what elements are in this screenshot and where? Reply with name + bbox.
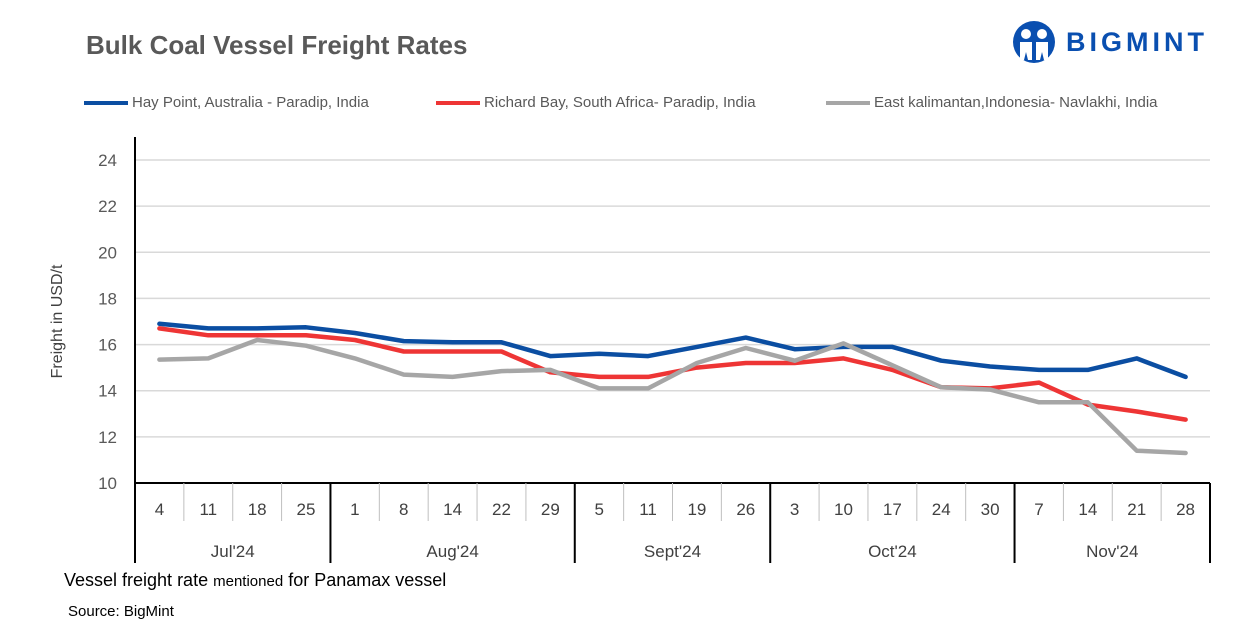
y-tick-label: 24 — [98, 151, 117, 170]
source-text: Source: BigMint — [68, 603, 174, 620]
bigmint-logo: BIGMINT — [1012, 20, 1208, 64]
x-tick-label: 30 — [981, 500, 1000, 519]
y-tick-label: 14 — [98, 382, 117, 401]
x-tick-label: 4 — [155, 500, 164, 519]
x-tick-label: 14 — [1078, 500, 1097, 519]
y-axis-label: Freight in USD/t — [49, 264, 66, 378]
x-tick-label: 22 — [492, 500, 511, 519]
x-tick-label: 26 — [736, 500, 755, 519]
x-tick-label: 8 — [399, 500, 408, 519]
x-tick-label: 3 — [790, 500, 799, 519]
legend-item-hay-point: Hay Point, Australia - Paradip, India — [84, 94, 369, 111]
x-tick-label: 11 — [639, 500, 657, 519]
series-line-1 — [157, 326, 1188, 422]
legend-item-east-kalimantan: East kalimantan,Indonesia- Navlakhi, Ind… — [826, 94, 1158, 111]
month-label: Aug'24 — [426, 542, 478, 561]
month-label: Nov'24 — [1086, 542, 1138, 561]
y-tick-label: 22 — [98, 197, 117, 216]
month-label: Jul'24 — [211, 542, 255, 561]
y-tick-label: 18 — [98, 289, 117, 308]
legend-item-richard-bay: Richard Bay, South Africa- Paradip, Indi… — [436, 94, 756, 111]
x-tick-label: 17 — [883, 500, 902, 519]
y-tick-label: 20 — [98, 243, 117, 262]
footnote: Vessel freight rate mentioned for Panama… — [64, 570, 447, 590]
x-tick-label: 21 — [1127, 500, 1146, 519]
x-tick-label: 7 — [1034, 500, 1043, 519]
x-tick-label: 10 — [834, 500, 853, 519]
x-tick-label: 11 — [199, 500, 217, 519]
x-tick-label: 14 — [443, 500, 462, 519]
chart-title: Bulk Coal Vessel Freight Rates — [86, 30, 468, 60]
y-tick-label: 16 — [98, 336, 117, 355]
x-tick-label: 18 — [248, 500, 267, 519]
x-tick-label: 25 — [297, 500, 316, 519]
x-tick-label: 5 — [594, 500, 603, 519]
series-line-2 — [157, 337, 1188, 456]
month-label: Oct'24 — [868, 542, 917, 561]
y-tick-label: 10 — [98, 474, 117, 493]
y-tick-label: 12 — [98, 428, 117, 447]
logo-text: BIGMINT — [1066, 26, 1208, 57]
series-line-0 — [157, 321, 1188, 380]
x-tick-label: 1 — [350, 500, 359, 519]
logo-people-icon — [1013, 21, 1055, 63]
x-tick-label: 24 — [932, 500, 951, 519]
x-tick-label: 19 — [687, 500, 706, 519]
x-tick-label: 28 — [1176, 500, 1195, 519]
x-tick-label: 29 — [541, 500, 560, 519]
month-label: Sept'24 — [644, 542, 701, 561]
